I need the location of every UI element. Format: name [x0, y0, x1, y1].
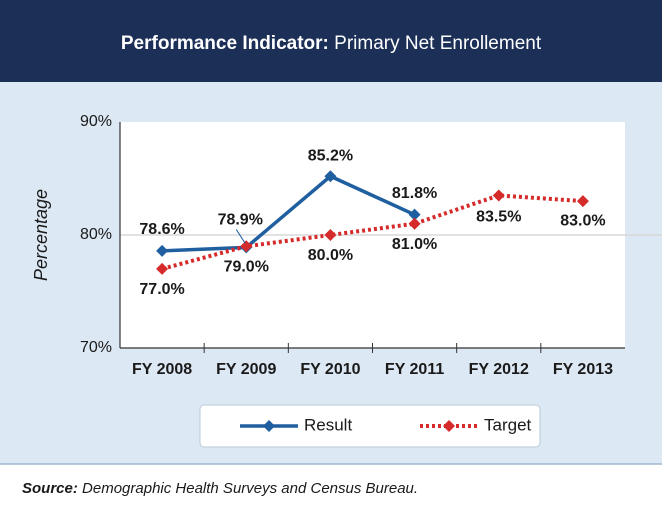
title-text: Primary Net Enrollement	[334, 33, 542, 54]
y-axis-label: Percentage	[31, 189, 51, 281]
x-tick-label: FY 2013	[553, 361, 613, 378]
data-label: 80.0%	[308, 247, 353, 264]
data-label: 83.0%	[560, 212, 605, 229]
leader-line	[235, 229, 246, 244]
x-tick-label: FY 2010	[300, 361, 360, 378]
data-point	[324, 170, 337, 183]
data-label: 85.2%	[308, 147, 353, 164]
chart-title: Performance Indicator: Primary Net Enrol…	[121, 33, 542, 54]
series-line	[161, 193, 584, 271]
data-point	[156, 244, 169, 257]
title-prefix: Performance Indicator:	[121, 33, 329, 54]
y-tick-label: 80%	[80, 226, 112, 243]
x-tick-label: FY 2008	[132, 361, 192, 378]
y-tick-label: 70%	[80, 339, 112, 356]
x-tick-label: FY 2009	[216, 361, 276, 378]
data-label: 78.6%	[139, 221, 184, 238]
data-point	[408, 217, 421, 230]
data-point	[408, 208, 421, 221]
source-text: Demographic Health Surveys and Census Bu…	[82, 480, 418, 497]
y-tick-label: 90%	[80, 113, 112, 130]
source-note: Source: Demographic Health Surveys and C…	[22, 480, 418, 497]
data-label: 83.5%	[476, 209, 521, 226]
data-label: 81.0%	[392, 236, 437, 253]
x-tick-label: FY 2011	[385, 361, 444, 378]
data-label: 78.9%	[218, 212, 263, 229]
data-point	[576, 195, 589, 208]
legend	[199, 404, 541, 448]
header-band	[0, 0, 662, 82]
legend-marker	[443, 420, 455, 432]
legend-label: Result	[304, 415, 352, 434]
data-point	[324, 229, 337, 241]
series-line	[162, 174, 416, 253]
legend-marker	[263, 420, 275, 432]
data-point	[492, 189, 505, 202]
legend-label: Target	[484, 415, 532, 434]
data-label: 79.0%	[224, 259, 269, 276]
data-label: 81.8%	[392, 185, 437, 202]
source-label: Source:	[22, 480, 78, 497]
data-label: 77.0%	[139, 281, 184, 298]
data-point	[156, 262, 169, 275]
x-tick-label: FY 2012	[469, 361, 529, 378]
data-point	[240, 240, 253, 253]
